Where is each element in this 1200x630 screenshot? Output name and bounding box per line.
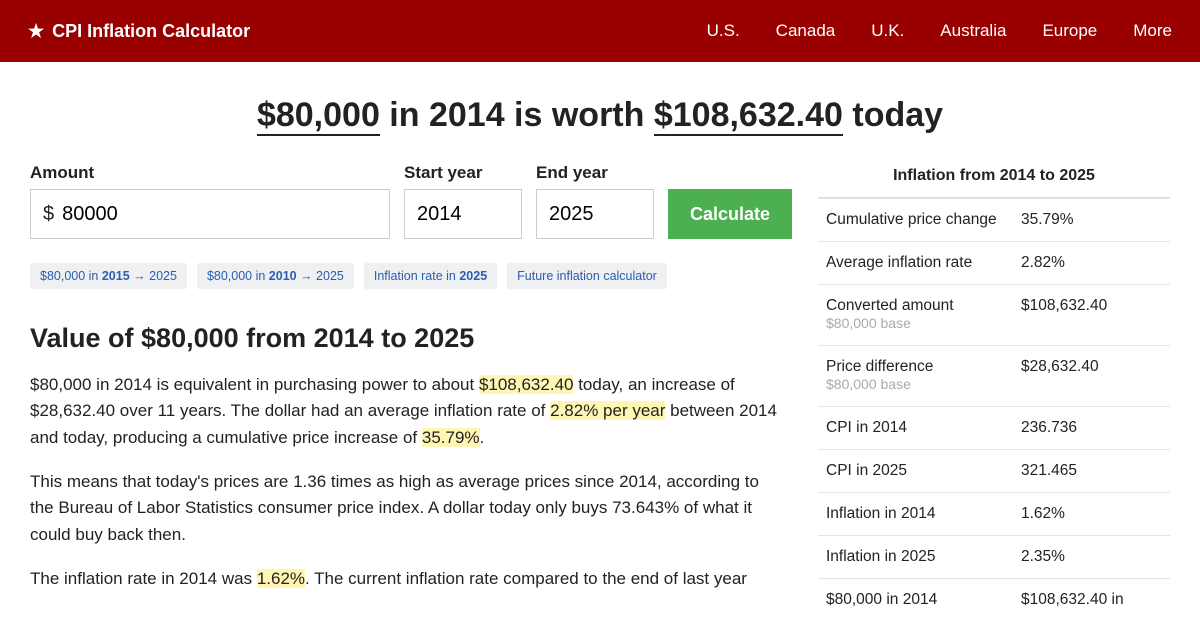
infobox: Cumulative price change35.79% Average in… [818, 197, 1170, 621]
info-row: CPI in 2014236.736 [818, 406, 1170, 449]
page-title: $80,000 in 2014 is worth $108,632.40 tod… [30, 96, 1170, 135]
chip-2010[interactable]: $80,000 in 2010 → 2025 [197, 263, 354, 289]
info-row: $80,000 in 2014$108,632.40 in [818, 578, 1170, 621]
paragraph-1: $80,000 in 2014 is equivalent in purchas… [30, 372, 778, 451]
info-row: Converted amount$80,000 base$108,632.40 [818, 284, 1170, 345]
section-heading: Value of $80,000 from 2014 to 2025 [30, 323, 778, 354]
nav-europe[interactable]: Europe [1042, 21, 1097, 41]
end-year-label: End year [536, 163, 654, 183]
paragraph-2: This means that today's prices are 1.36 … [30, 469, 778, 548]
related-links: $80,000 in 2015 → 2025 $80,000 in 2010 →… [30, 263, 778, 289]
calculator-form: Amount $ Start year End year Calculate [30, 163, 778, 239]
chip-rate-2025[interactable]: Inflation rate in 2025 [364, 263, 497, 289]
nav-links: U.S. Canada U.K. Australia Europe More [707, 21, 1172, 41]
info-row: Average inflation rate2.82% [818, 241, 1170, 284]
calculate-button[interactable]: Calculate [668, 189, 792, 239]
chip-future[interactable]: Future inflation calculator [507, 263, 667, 289]
star-icon: ★ [28, 21, 44, 42]
paragraph-3: The inflation rate in 2014 was 1.62%. Th… [30, 566, 778, 592]
amount-input-wrap[interactable]: $ [30, 189, 390, 239]
nav-us[interactable]: U.S. [707, 21, 740, 41]
info-row: Inflation in 20141.62% [818, 492, 1170, 535]
nav-australia[interactable]: Australia [940, 21, 1006, 41]
amount-input[interactable] [62, 203, 377, 226]
end-year-input[interactable] [536, 189, 654, 239]
start-year-label: Start year [404, 163, 522, 183]
info-row: Inflation in 20252.35% [818, 535, 1170, 578]
info-row: Cumulative price change35.79% [818, 198, 1170, 241]
nav-more[interactable]: More [1133, 21, 1172, 41]
title-amount: $80,000 [257, 96, 380, 136]
brand[interactable]: ★ CPI Inflation Calculator [28, 21, 250, 42]
chip-2015[interactable]: $80,000 in 2015 → 2025 [30, 263, 187, 289]
title-result: $108,632.40 [654, 96, 843, 136]
start-year-input[interactable] [404, 189, 522, 239]
infobox-title: Inflation from 2014 to 2025 [818, 163, 1170, 197]
nav-canada[interactable]: Canada [776, 21, 836, 41]
nav-uk[interactable]: U.K. [871, 21, 904, 41]
dollar-icon: $ [43, 203, 54, 226]
top-nav-bar: ★ CPI Inflation Calculator U.S. Canada U… [0, 0, 1200, 62]
amount-label: Amount [30, 163, 390, 183]
info-row: CPI in 2025321.465 [818, 449, 1170, 492]
brand-text: CPI Inflation Calculator [52, 21, 250, 42]
info-row: Price difference$80,000 base$28,632.40 [818, 345, 1170, 406]
